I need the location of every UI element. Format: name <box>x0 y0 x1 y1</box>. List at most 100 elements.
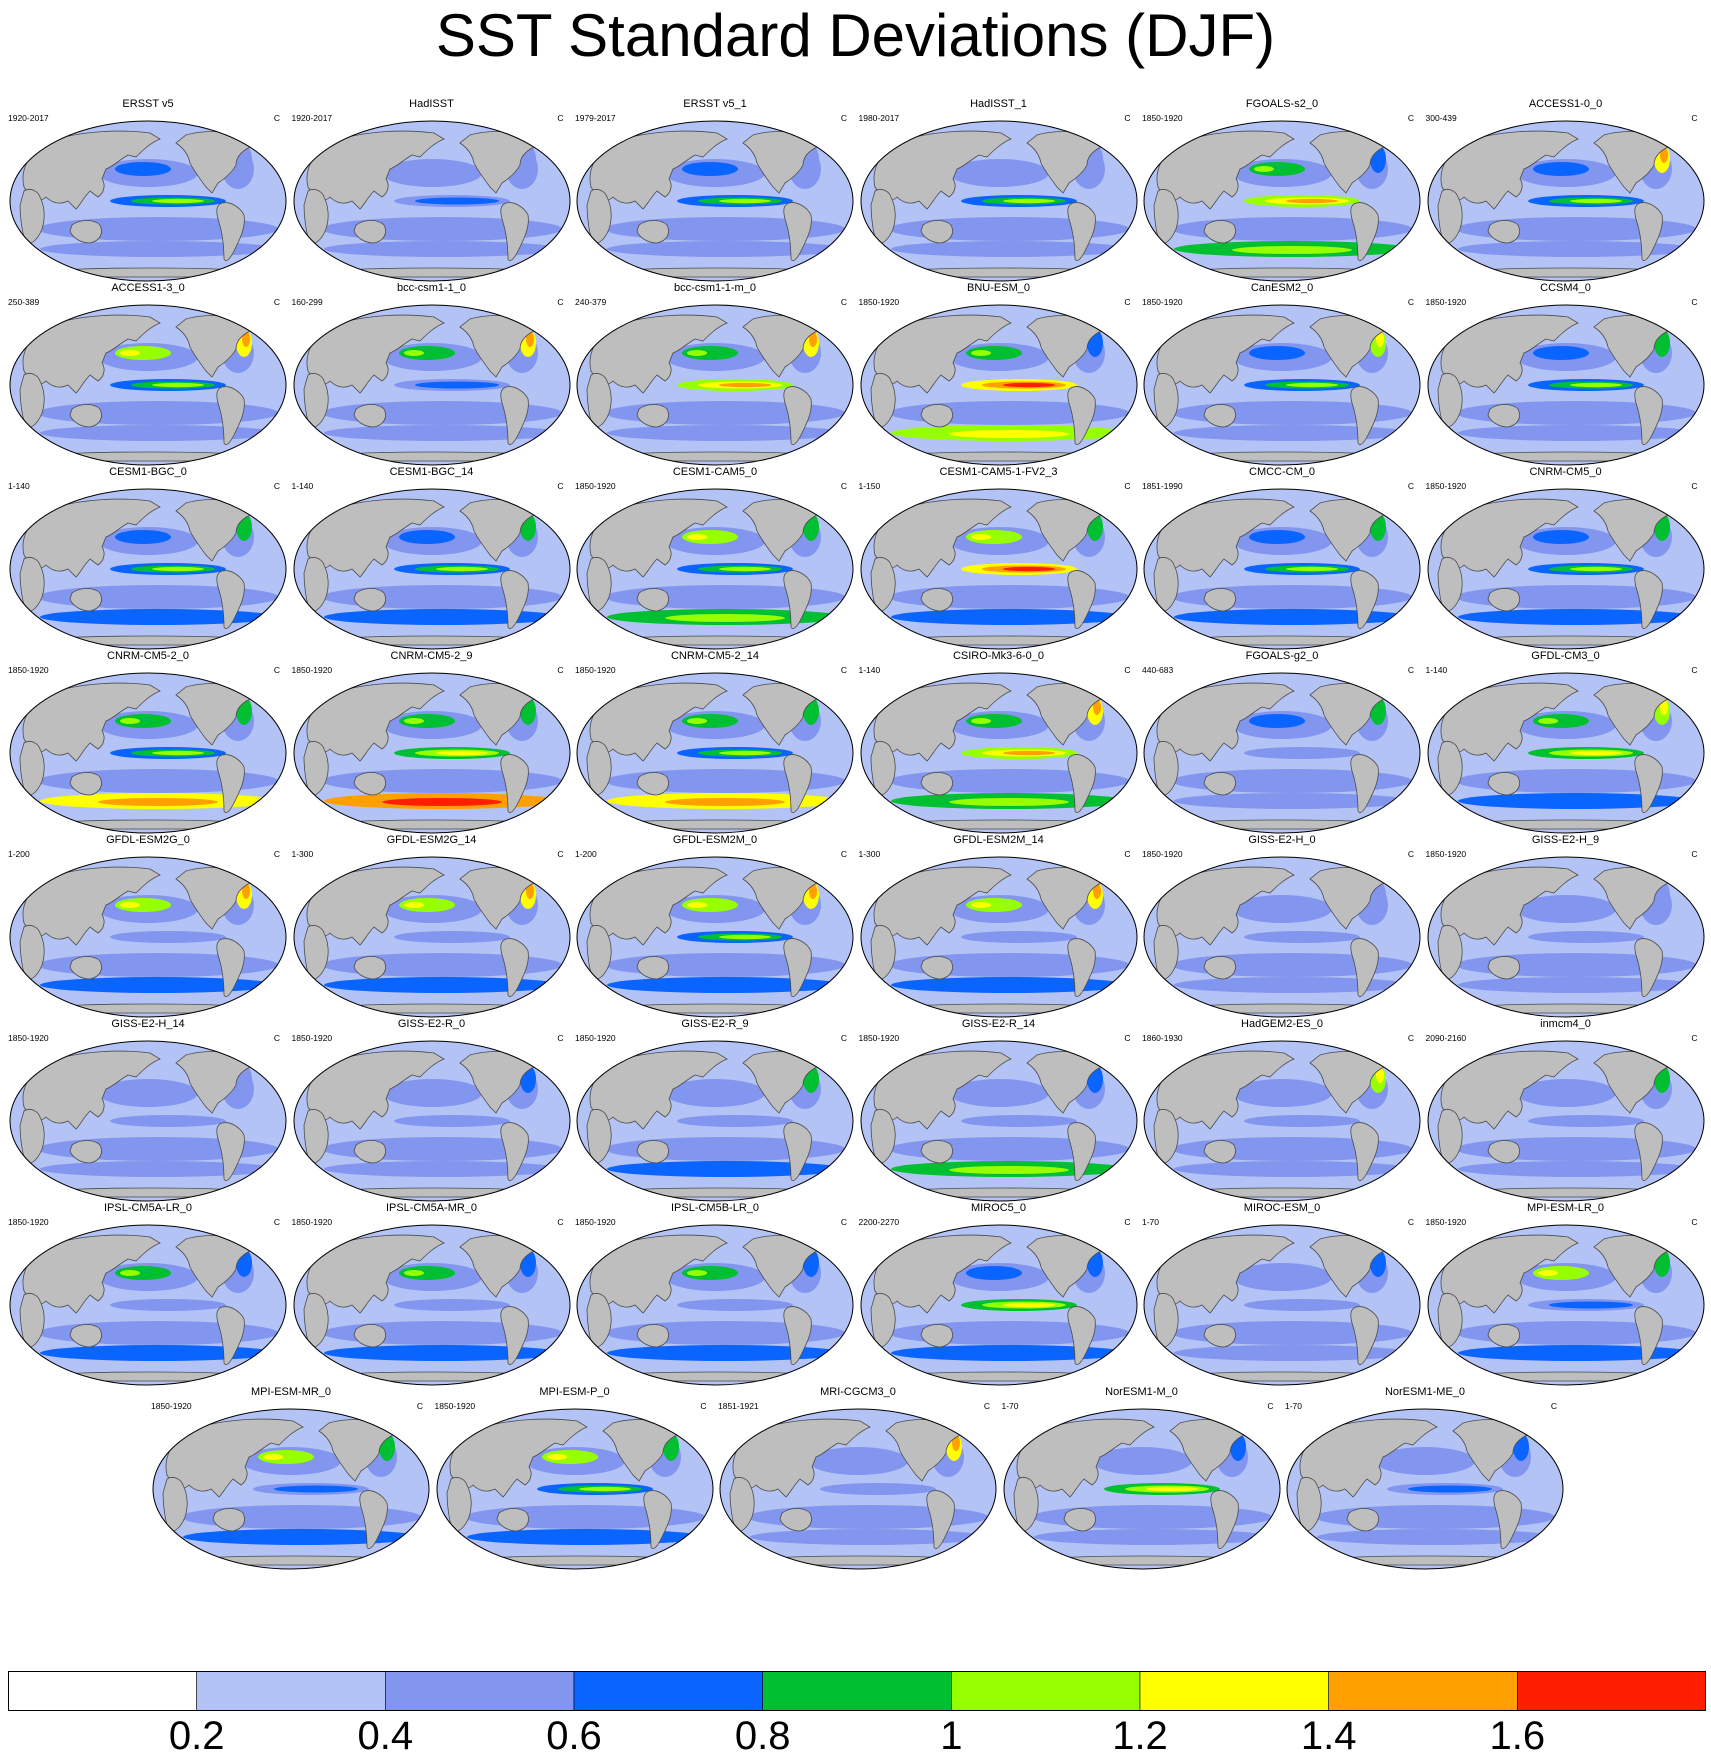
map-panel: MRI-CGCM3_0 1851-1921 C <box>718 1386 998 1578</box>
map-panel: CESM1-CAM5_0 1850-1920 C <box>575 466 855 658</box>
panel-unit-label: C <box>1267 1401 1274 1411</box>
sst-map <box>293 488 570 650</box>
panel-unit-label: C <box>1691 1033 1698 1043</box>
map-panel: inmcm4_0 2090-2160 C <box>1426 1018 1706 1210</box>
sst-map <box>576 856 854 1018</box>
panel-year-range: 1-200 <box>8 849 30 859</box>
panel-unit-label: C <box>1691 665 1698 675</box>
sst-map <box>860 672 1137 834</box>
sst-map <box>1143 488 1421 650</box>
panel-unit-label: C <box>557 849 564 859</box>
panel-unit-label: C <box>557 1033 564 1043</box>
panel-model-name: IPSL-CM5B-LR_0 <box>670 1202 760 1214</box>
panel-year-range: 2090-2160 <box>1425 1033 1467 1043</box>
sst-map <box>576 1224 854 1386</box>
panel-year-range: 1979-2017 <box>575 113 616 123</box>
panel-model-name: BNU-ESM_0 <box>967 282 1030 294</box>
panel-model-name: CNRM-CM5-2_9 <box>390 650 473 662</box>
panel-year-range: 1980-2017 <box>858 113 900 123</box>
map-panel: bcc-csm1-1_0 160-299 C <box>292 282 572 474</box>
panel-unit-label: C <box>700 1401 707 1411</box>
panel-year-range: 1850-1920 <box>858 297 900 307</box>
panel-model-name: GISS-E2-R_14 <box>961 1018 1036 1030</box>
panel-year-range: 1850-1920 <box>1425 297 1467 307</box>
map-panel: CSIRO-Mk3-6-0_0 1-140 C <box>859 650 1139 842</box>
colorbar-tick-label: 1 <box>940 1714 963 1758</box>
sst-map <box>1003 1408 1280 1570</box>
panel-year-range: 160-299 <box>291 297 323 307</box>
map-panel: CESM1-BGC_14 1-140 C <box>292 466 572 658</box>
panel-unit-label: C <box>1407 849 1414 859</box>
colorbar-swatch <box>385 1671 575 1711</box>
panel-unit-label: C <box>273 1033 280 1043</box>
panel-model-name: GFDL-ESM2M_14 <box>953 834 1044 846</box>
map-panel: GFDL-ESM2G_14 1-300 C <box>292 834 572 1026</box>
map-panel: CESM1-BGC_0 1-140 C <box>8 466 288 658</box>
panel-model-name: GISS-E2-H_0 <box>1248 834 1316 846</box>
panel-unit-label: C <box>1407 297 1414 307</box>
panel-year-range: 1850-1920 <box>1142 849 1183 859</box>
map-panel: MPI-ESM-P_0 1850-1920 C <box>435 1386 715 1578</box>
sst-map <box>576 304 854 466</box>
panel-year-range: 1-70 <box>1142 1217 1160 1227</box>
sst-map <box>1427 304 1704 466</box>
colorbar-swatch <box>8 1671 197 1711</box>
sst-map <box>1427 1224 1704 1386</box>
panel-unit-label: C <box>1124 297 1131 307</box>
sst-map <box>1427 856 1704 1018</box>
panel-model-name: CESM1-BGC_14 <box>389 466 474 478</box>
map-panel: GFDL-CM3_0 1-140 C <box>1426 650 1706 842</box>
colorbar-tick-label: 1.2 <box>1112 1714 1168 1758</box>
panel-year-range: 440-683 <box>1142 665 1174 675</box>
sst-map <box>1286 1408 1564 1570</box>
sst-map <box>1143 1224 1421 1386</box>
map-panel: FGOALS-s2_0 1850-1920 C <box>1142 98 1422 290</box>
sst-map <box>860 488 1137 650</box>
colorbar-swatch <box>951 1671 1141 1711</box>
map-panel: GFDL-ESM2M_0 1-200 C <box>575 834 855 1026</box>
panel-unit-label: C <box>557 665 564 675</box>
sst-map <box>152 1408 430 1570</box>
panel-unit-label: C <box>1407 481 1414 491</box>
map-panel: GISS-E2-R_9 1850-1920 C <box>575 1018 855 1210</box>
panel-unit-label: C <box>1124 665 1131 675</box>
colorbar-tick-label: 1.6 <box>1489 1714 1546 1758</box>
map-panel: IPSL-CM5B-LR_0 1850-1920 C <box>575 1202 855 1394</box>
panel-model-name: GFDL-ESM2G_14 <box>386 834 477 846</box>
panel-model-name: CESM1-CAM5-1-FV2_3 <box>939 466 1058 478</box>
panel-unit-label: C <box>840 849 847 859</box>
colorbar-swatch <box>1328 1671 1518 1711</box>
panel-model-name: bcc-csm1-1-m_0 <box>674 282 756 294</box>
panel-year-range: 1850-1920 <box>1425 849 1467 859</box>
panel-unit-label: C <box>557 113 564 123</box>
panel-year-range: 250-389 <box>8 297 40 307</box>
sst-map <box>9 120 287 282</box>
sst-map <box>1427 1040 1704 1202</box>
panel-year-range: 1850-1920 <box>575 1217 616 1227</box>
sst-map <box>1143 120 1421 282</box>
panel-model-name: MIROC5_0 <box>970 1202 1027 1214</box>
sst-map <box>9 856 287 1018</box>
sst-map <box>293 672 570 834</box>
map-panel: GISS-E2-H_14 1850-1920 C <box>8 1018 288 1210</box>
map-panel: GISS-E2-R_14 1850-1920 C <box>859 1018 1139 1210</box>
sst-map <box>719 1408 997 1570</box>
panel-model-name: IPSL-CM5A-LR_0 <box>103 1202 193 1214</box>
map-panel: CNRM-CM5-2_14 1850-1920 C <box>575 650 855 842</box>
panel-year-range: 240-379 <box>575 297 607 307</box>
map-panel: CNRM-CM5-2_0 1850-1920 C <box>8 650 288 842</box>
panel-model-name: NorESM1-M_0 <box>1105 1386 1178 1398</box>
panel-model-name: MPI-ESM-P_0 <box>539 1386 610 1398</box>
panel-model-name: GISS-E2-H_9 <box>1531 834 1600 846</box>
panel-model-name: ERSST v5_1 <box>683 98 747 110</box>
map-panel: ERSST v5 1920-2017 C <box>8 98 288 290</box>
map-panel: bcc-csm1-1-m_0 240-379 C <box>575 282 855 474</box>
sst-map <box>9 1040 287 1202</box>
panel-model-name: GFDL-ESM2G_0 <box>106 834 190 846</box>
panel-year-range: 1850-1920 <box>8 665 49 675</box>
panel-model-name: CSIRO-Mk3-6-0_0 <box>952 650 1045 662</box>
panel-unit-label: C <box>1407 665 1414 675</box>
panel-model-name: IPSL-CM5A-MR_0 <box>385 1202 478 1214</box>
panel-unit-label: C <box>273 1217 280 1227</box>
panel-year-range: 1-140 <box>8 481 30 491</box>
